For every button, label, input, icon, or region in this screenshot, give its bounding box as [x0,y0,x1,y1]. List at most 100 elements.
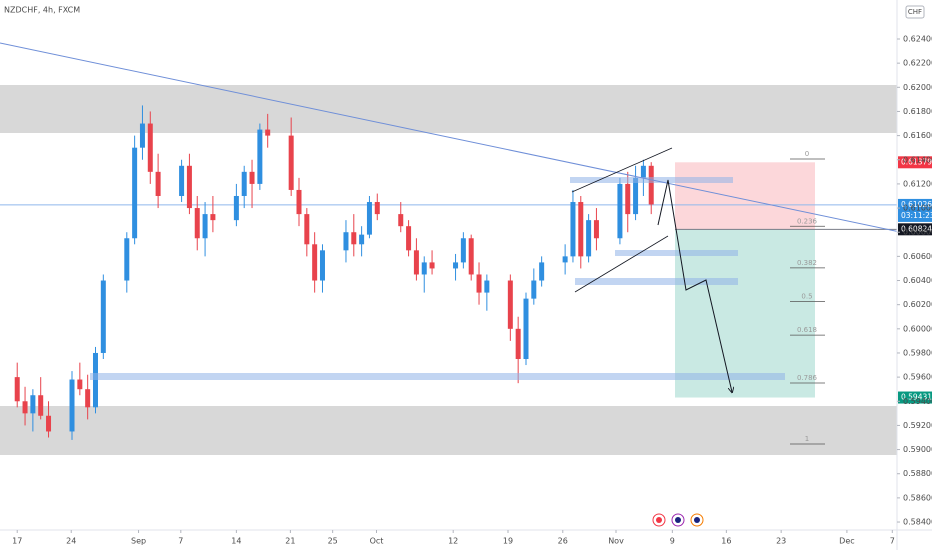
fib-label: 0.618 [797,326,817,334]
fib-label: 0.786 [797,374,818,382]
x-tick-label: 7 [890,537,895,546]
x-tick-label: Nov [608,537,624,546]
event-icon-dot [675,517,681,523]
fib-label: 0.236 [797,217,818,225]
x-tick-label: Dec [839,537,854,546]
x-tick-label: 21 [285,537,295,546]
candle-body [570,202,576,257]
x-tick-label: 9 [670,537,675,546]
candle-body [85,389,91,408]
event-icon-dot [694,517,700,523]
candle-body [366,202,372,235]
price-tag-label: 0.61379 [901,157,932,166]
candle-body [257,129,263,184]
x-tick-label: 26 [558,537,568,546]
x-tick-label: 24 [66,537,76,546]
candle-body [288,135,294,190]
projection-arrow [657,179,732,392]
x-tick-label: Sep [131,537,146,546]
candle-body [539,262,545,281]
candle-body [155,171,161,196]
candle-body [633,177,639,215]
countdown-label: 03:11:23 [901,211,932,220]
x-tick-label: 23 [776,537,786,546]
price-tag [898,223,932,236]
candle-body [14,377,20,402]
x-tick-label: 16 [721,537,731,546]
candle-body [312,244,318,281]
price-tag-label: 0.59431 [901,393,932,402]
price-tag-label: 0.60824 [901,224,932,233]
candle-body [233,195,239,221]
x-tick-label: 12 [448,537,458,546]
candle-body [30,395,36,414]
candle-body [147,123,153,172]
candle-body [186,165,192,209]
candle-body [507,280,513,329]
fib-label: 0.5 [801,293,812,301]
candle-body [343,232,349,251]
support-zone [0,406,897,455]
candle-body [319,250,325,281]
y-tick-label: 0.62400 [903,35,932,44]
candle-body [515,328,521,360]
candle-body [476,274,482,293]
candle-body [406,226,412,251]
currency-badge[interactable] [905,5,925,19]
candle-body [38,395,44,416]
price-tag-label: 0.61026 [901,200,932,209]
take-profit-box [675,229,815,398]
x-tick-label: 17 [12,537,22,546]
candle-body [69,379,75,432]
candle-body [429,262,435,269]
candle-body [202,214,208,239]
price-tag [898,198,932,222]
x-tick-label: 7 [178,537,183,546]
fib-label: 0 [805,150,809,158]
trend-line [0,42,897,232]
x-tick-label: 25 [328,537,338,546]
candle-body [139,123,145,148]
position-box [0,162,897,398]
channel-line [571,147,673,193]
candle-body [586,220,592,257]
fib-label: 1 [805,435,809,443]
candle-body [210,214,216,221]
price-tags: 0.61379 0.61026 03:11:23 0.60824 0.59431 [898,156,932,404]
candle-body [625,183,631,215]
event-icons [652,513,704,527]
support-zone-small [575,278,738,285]
plot-area: 0 0.236 0.382 0.5 0.618 0.786 1 [0,42,897,455]
candle-body [578,202,584,257]
candle-body [241,171,247,196]
price-tag [898,391,932,404]
candle-body [46,415,52,432]
candle-body [413,250,419,275]
resistance-zone [0,85,897,133]
x-tick-label: 14 [231,537,241,546]
candle-body [92,352,98,408]
candle-body [648,165,654,205]
candle-body [296,189,302,215]
candle-body [249,171,255,184]
candle-body [359,234,365,245]
currency-label: CHF [908,8,922,16]
symbol-header: NZDCHF, 4h, FXCM [4,6,80,15]
candle-body [460,238,466,263]
candle-body [562,256,568,263]
